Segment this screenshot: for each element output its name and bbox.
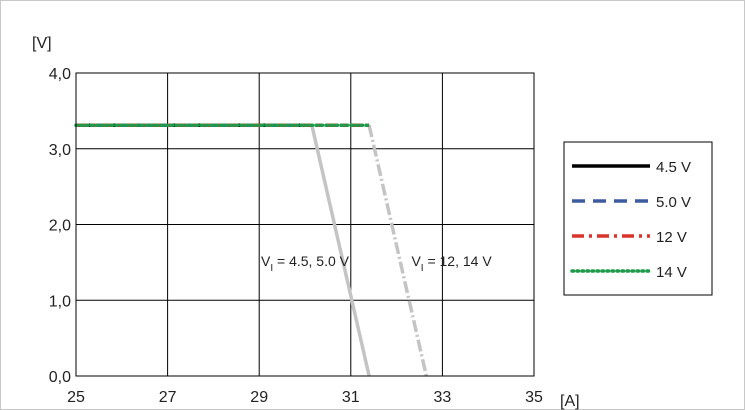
annotation-symbol: V — [261, 253, 271, 269]
y-axis-unit-label: [V] — [32, 35, 52, 52]
annotation-subscript: I — [421, 263, 424, 274]
slope-line-12-14 — [367, 124, 429, 377]
y-tick-label: 1,0 — [49, 293, 71, 310]
legend-label: 4.5 V — [656, 159, 691, 176]
y-tick-label: 4,0 — [49, 66, 71, 83]
overlapping-slope-lines — [310, 124, 429, 377]
annotation-0: VI = 4.5, 5.0 V — [261, 253, 350, 274]
plot-area-border — [75, 72, 535, 377]
legend-label: 12 V — [656, 229, 687, 246]
x-axis-unit-label: [A] — [560, 393, 580, 410]
x-tick-label: 33 — [434, 389, 452, 406]
legend-label: 5.0 V — [656, 194, 691, 211]
x-tick-label: 31 — [342, 389, 360, 406]
x-tick-label: 35 — [525, 389, 543, 406]
annotation-text: = 4.5, 5.0 V — [273, 253, 350, 269]
legend-label: 14 V — [656, 264, 687, 281]
x-tick-label: 25 — [67, 389, 85, 406]
legend: 4.5 V 5.0 V 12 V 14 V — [563, 141, 713, 296]
annotations: VI = 4.5, 5.0 V VI = 12, 14 V — [261, 253, 492, 274]
y-tick-label: 3,0 — [49, 142, 71, 159]
y-tick-label: 0,0 — [49, 369, 71, 386]
annotation-symbol: V — [411, 253, 421, 269]
y-tick-label: 2,0 — [49, 218, 71, 235]
x-tick-label: 27 — [159, 389, 177, 406]
y-tick-labels: 0,0 1,0 2,0 3,0 4,0 — [49, 66, 71, 386]
slope-line-4.5-5.0 — [310, 124, 371, 377]
x-tick-label: 29 — [250, 389, 268, 406]
annotation-1: VI = 12, 14 V — [411, 253, 492, 274]
annotation-subscript: I — [270, 263, 273, 274]
annotation-text: = 12, 14 V — [424, 253, 493, 269]
x-tick-labels: 25 27 29 31 33 35 — [67, 389, 543, 406]
